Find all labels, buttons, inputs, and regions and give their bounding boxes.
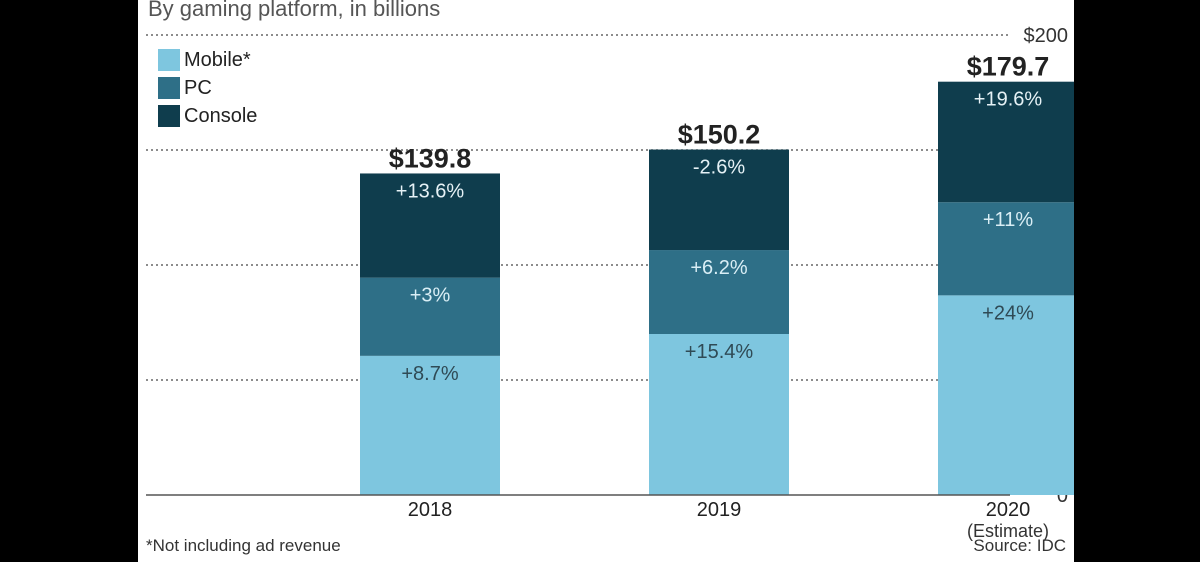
bar-segment-console <box>649 149 789 251</box>
legend-item-console: Console <box>158 104 257 128</box>
legend-swatch-pc <box>158 77 180 99</box>
legend-swatch-mobile <box>158 49 180 71</box>
growth-label-pc: +6.2% <box>690 257 747 279</box>
footnote: *Not including ad revenue <box>146 536 341 555</box>
bar-segment-pc <box>649 250 789 334</box>
legend-swatch-console <box>158 105 180 127</box>
stacked-bar-chart: 050100150$200+8.7%+3%+13.6%$139.82018+15… <box>146 25 1074 541</box>
legend-item-pc: PC <box>158 76 212 100</box>
legend-label-mobile: Mobile* <box>184 48 251 71</box>
growth-label-mobile: +8.7% <box>401 363 458 385</box>
bar-segment-pc <box>938 202 1074 296</box>
bar-segment-console <box>360 173 500 278</box>
growth-label-mobile: +15.4% <box>685 341 754 363</box>
legend-label-pc: PC <box>184 76 212 99</box>
legend-label-console: Console <box>184 104 258 127</box>
source-note: Source: IDC <box>973 536 1066 555</box>
chart-subtitle: By gaming platform, in billions <box>148 0 441 21</box>
total-label: $179.7 <box>967 52 1050 82</box>
x-tick-label: 2019 <box>697 499 742 521</box>
total-label: $150.2 <box>678 120 761 150</box>
growth-label-pc: +3% <box>410 285 451 307</box>
growth-label-console: -2.6% <box>693 157 745 179</box>
legend-item-mobile: Mobile* <box>158 48 251 72</box>
chart-panel: 050100150$200+8.7%+3%+13.6%$139.82018+15… <box>138 0 1074 562</box>
growth-label-console: +19.6% <box>974 89 1043 111</box>
y-tick-label: 0 <box>1057 485 1068 507</box>
growth-label-pc: +11% <box>983 209 1033 231</box>
bar-segment-console <box>938 81 1074 203</box>
y-tick-label: $200 <box>1024 25 1069 47</box>
bar-segment-mobile <box>938 295 1074 495</box>
growth-label-mobile: +24% <box>982 302 1034 324</box>
x-tick-label: 2020 <box>986 499 1031 521</box>
growth-label-console: +13.6% <box>396 180 465 202</box>
bar-segment-pc <box>360 277 500 356</box>
total-label: $139.8 <box>389 143 472 173</box>
x-tick-note: (Estimate) <box>967 521 1049 541</box>
bar-segment-mobile <box>649 334 789 495</box>
x-tick-label: 2018 <box>408 499 453 521</box>
bar-segment-mobile <box>360 355 500 495</box>
